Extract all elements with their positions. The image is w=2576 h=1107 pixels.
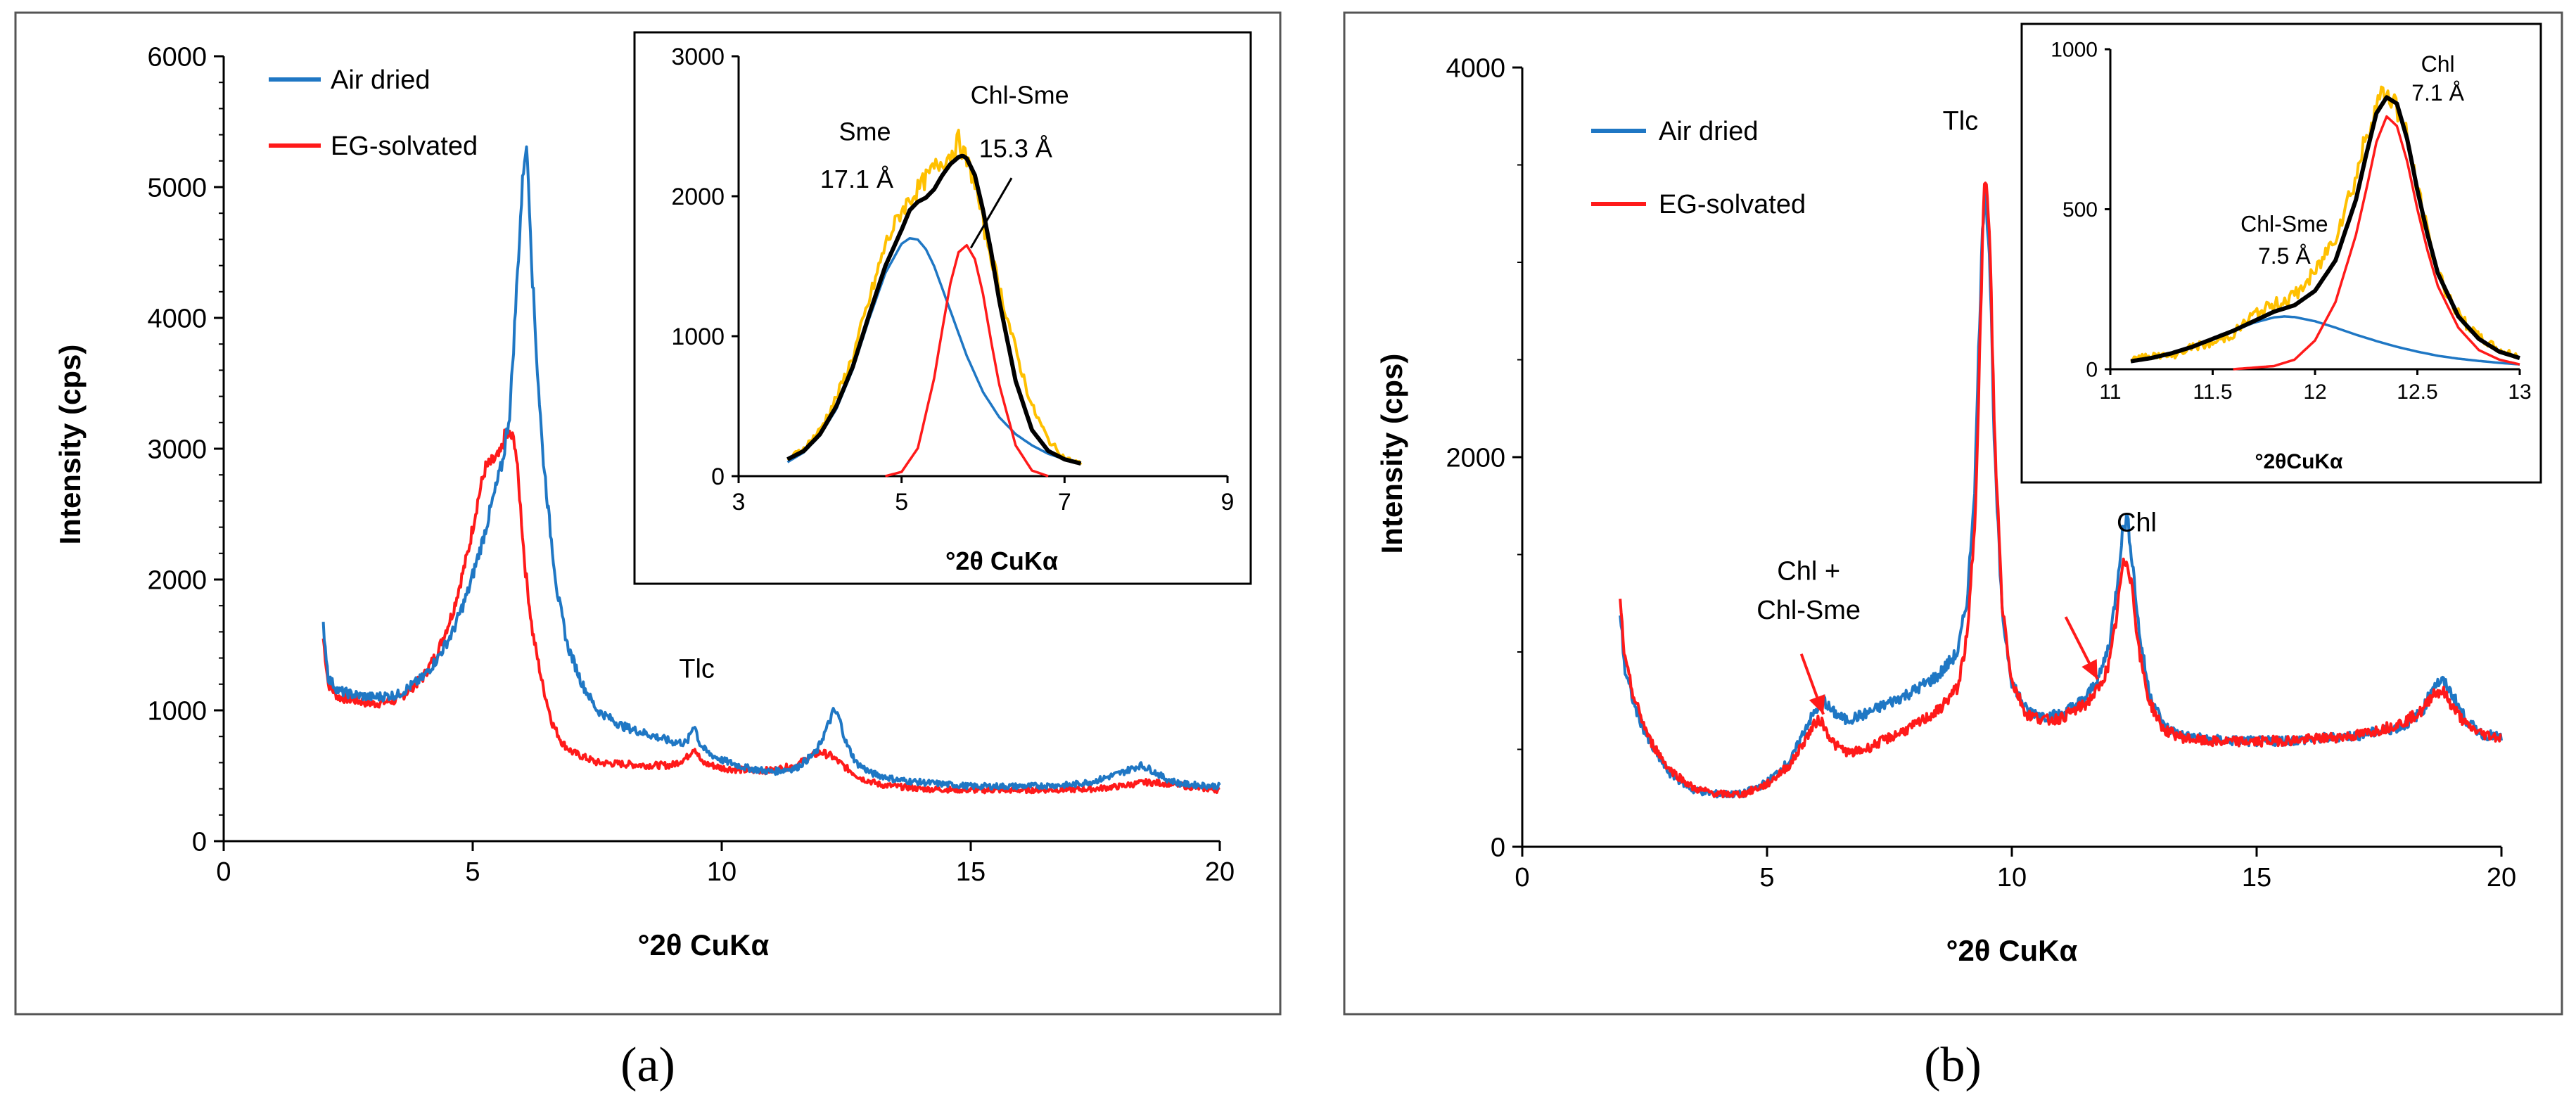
chart-a-x-tick-label: 0	[216, 857, 231, 887]
chart-b-inset-annotation: 7.5 Å	[2258, 243, 2311, 269]
chart-a-inset-xlabel: °2θ CuKα	[945, 546, 1058, 575]
chart-b-inset: 11 11.5 12 12.5 13 0 500 1000 Chl 7.1 Å Chl-Sme 7.5…	[2051, 39, 2531, 404]
chart-a-x-tick-label: 15	[956, 857, 986, 887]
chart-a-inset-y-tick-label: 1000	[671, 324, 725, 350]
chart-a-inset-annotation: 17.1 Å	[820, 165, 893, 193]
chart-a-inset-annotation: Chl-Sme	[971, 81, 1069, 110]
chart-b-inset-sum	[2130, 95, 2520, 364]
panel-a-tag: (a)	[620, 1038, 675, 1092]
chart-a-inset-x-tick-label: 5	[895, 489, 908, 516]
chart-b-arrow-head	[2081, 659, 2098, 679]
chart-a: 0 5 10 15 20 0 1000 2000 3000 4000 5000 6000 Tlc	[147, 42, 1235, 887]
chart-b-x-tick-label: 10	[1997, 863, 2027, 892]
chart-a-inset-leader-line	[969, 177, 1013, 249]
legend-a-eg-label: EG-solvated	[331, 132, 478, 161]
chart-a-inset-x-tick-label: 9	[1221, 489, 1235, 516]
chart-b-ylabel: Intensity (cps)	[1375, 354, 1408, 554]
chart-a-inset-y-tick-label: 0	[711, 463, 725, 490]
chart-b-y-tick-label: 4000	[1446, 53, 1505, 83]
chart-b-inset-annotation: 7.1 Å	[2411, 80, 2464, 105]
legend-b-air-label: Air dried	[1659, 117, 1759, 146]
chart-b-annotation: Chl	[2117, 508, 2157, 537]
chart-b-inset-x-tick-label: 11	[2099, 380, 2121, 404]
chart-b-inset-x-tick-label: 12.5	[2397, 380, 2437, 404]
chart-a-y-tick-label: 4000	[147, 304, 207, 333]
legend-b-eg-label: EG-solvated	[1659, 190, 1806, 219]
chart-a-inset: 3 5 7 9 0 1000 2000 3000 Sme 17.1 Å Chl-Sme 15.3 Å	[671, 44, 1234, 516]
chart-b: 0 5 10 15 20 0 2000 4000 Tlc Chl Chl + Chl-Sme	[1446, 53, 2516, 892]
chart-a-x-tick-label: 5	[465, 857, 480, 887]
chart-a-y-tick-label: 2000	[147, 565, 207, 595]
chart-b-xlabel: °2θ CuKα	[1946, 934, 2078, 967]
chart-a-inset-sum	[786, 153, 1082, 466]
chart-a-inset-y-tick-label: 3000	[671, 44, 725, 70]
chart-b-inset-x-tick-label: 13	[2508, 380, 2531, 404]
chart-a-y-tick-label: 0	[192, 827, 207, 857]
chart-a-inset-y-tick-label: 2000	[671, 184, 725, 210]
chart-b-annotation: Chl-Sme	[1756, 596, 1861, 625]
chart-b-inset-chl	[2233, 115, 2520, 371]
chart-a-inset-annotation: 15.3 Å	[979, 134, 1052, 162]
panel-b-frame	[1343, 11, 2563, 1016]
panel-b-tag: (b)	[1924, 1038, 1982, 1092]
chart-a-ylabel: Intensity (cps)	[53, 345, 87, 545]
chart-b-x-tick-label: 0	[1515, 863, 1529, 892]
chart-a-xlabel: °2θ CuKα	[638, 928, 770, 961]
chart-a-inset-annotation: Sme	[839, 117, 891, 146]
panel-a-frame	[14, 11, 1282, 1016]
chart-b-inset-y-tick-label: 500	[2062, 198, 2098, 222]
chart-a-y-tick-label: 6000	[147, 42, 207, 72]
chart-b-x-tick-label: 15	[2242, 863, 2271, 892]
chart-b-inset-xlabel: °2θCuKα	[2255, 450, 2344, 473]
chart-a-inset-measured	[786, 129, 1083, 466]
inset-a-frame	[633, 31, 1252, 585]
chart-b-y-tick-label: 0	[1491, 833, 1505, 862]
chart-a-annotation: Tlc	[679, 655, 715, 684]
legend-a-air-label: Air dried	[331, 65, 431, 95]
chart-a-y-tick-label: 3000	[147, 435, 207, 464]
chart-b-inset-y-tick-label: 1000	[2051, 39, 2098, 62]
chart-b-y-tick-label: 2000	[1446, 443, 1505, 473]
chart-a-series-air	[321, 145, 1221, 791]
chart-b-inset-annotation: Chl	[2421, 51, 2455, 77]
chart-b-series-eg	[1619, 181, 2502, 799]
chart-b-annotation: Tlc	[1943, 107, 1979, 136]
chart-a-inset-x-tick-label: 7	[1058, 489, 1071, 516]
chart-b-arrow-head	[1809, 694, 1825, 715]
chart-b-annotation: Chl +	[1777, 557, 1840, 587]
chart-b-inset-x-tick-label: 12	[2303, 380, 2326, 404]
chart-b-x-tick-label: 20	[2487, 863, 2516, 892]
chart-a-y-tick-label: 5000	[147, 173, 207, 203]
chart-a-inset-chlsme	[885, 243, 1049, 478]
chart-b-inset-x-tick-label: 11.5	[2193, 380, 2232, 404]
chart-b-x-tick-label: 5	[1759, 863, 1774, 892]
chart-a-y-tick-label: 1000	[147, 696, 207, 726]
chart-a-x-tick-label: 20	[1205, 857, 1235, 887]
inset-b-frame	[2020, 23, 2542, 484]
chart-b-inset-y-tick-label: 0	[2086, 359, 2098, 382]
chart-b-inset-annotation: Chl-Sme	[2240, 211, 2328, 236]
chart-a-inset-x-tick-label: 3	[732, 489, 746, 516]
chart-a-x-tick-label: 10	[707, 857, 737, 887]
